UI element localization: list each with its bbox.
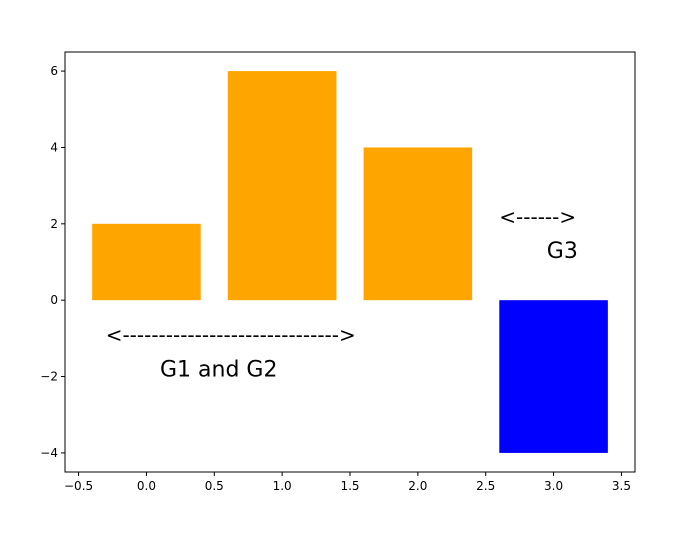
x-tick-label: 2.5 [476, 479, 495, 493]
x-ticks-layer: −0.5 0.0 0.5 1.0 1.5 2.0 2.5 3.0 3.5 [64, 472, 631, 493]
bar-0 [92, 223, 201, 301]
x-tick-label: 1.5 [340, 479, 359, 493]
y-tick-label: 4 [50, 140, 58, 154]
bars-layer [92, 71, 608, 453]
y-tick-label: 2 [50, 217, 58, 231]
bar-3 [499, 300, 608, 453]
x-tick-label: 0.5 [205, 479, 224, 493]
x-tick-label: 0.0 [137, 479, 156, 493]
bar-2 [363, 147, 473, 301]
annotation-arrow-0: <------------------------------> [106, 323, 356, 347]
y-tick-label: −2 [40, 370, 58, 384]
bar-1 [227, 71, 337, 301]
x-tick-label: 3.5 [612, 479, 631, 493]
annotation-arrow-2: <------> [499, 205, 576, 229]
x-tick-label: 2.0 [408, 479, 427, 493]
annotation-label-3: G3 [547, 239, 578, 264]
annotation-label-1: G1 and G2 [160, 358, 277, 383]
x-tick-label: 3.0 [544, 479, 563, 493]
y-tick-label: −4 [40, 446, 58, 460]
x-tick-label: 1.0 [273, 479, 292, 493]
x-tick-label: −0.5 [64, 479, 93, 493]
y-tick-label: 0 [50, 293, 58, 307]
y-tick-label: 6 [50, 64, 58, 78]
annotations-layer: <------------------------------> G1 and G… [106, 205, 578, 383]
y-ticks-layer: −4 −2 0 2 4 6 [40, 64, 65, 460]
